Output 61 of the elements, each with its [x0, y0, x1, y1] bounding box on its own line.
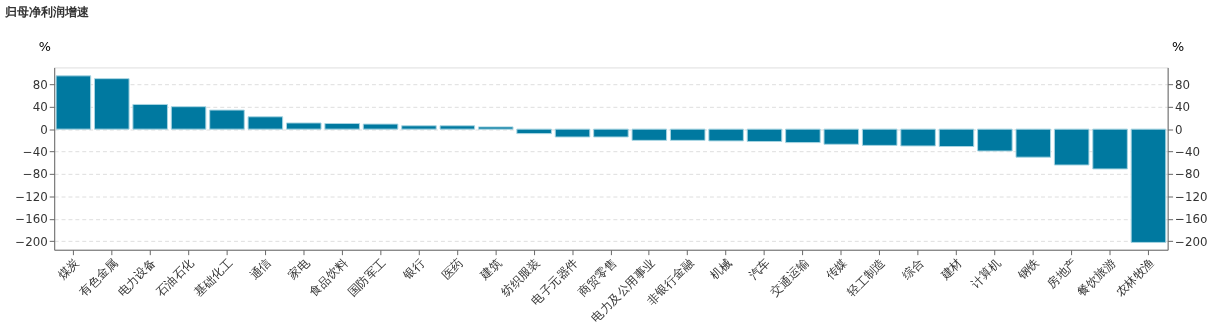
y-tick-label: 40 [32, 100, 48, 115]
y-tick-label: −40 [22, 145, 48, 159]
bar [1092, 128, 1128, 170]
bar [439, 125, 476, 130]
bar [900, 128, 936, 147]
bar [938, 128, 975, 148]
x-tick-label: 医药 [438, 255, 466, 283]
x-tick-label: 通信 [246, 255, 274, 283]
x-tick-label: 煤炭 [54, 255, 82, 283]
y-axis-title: % [38, 39, 51, 55]
bar [669, 128, 706, 141]
bar [170, 106, 207, 130]
bar [247, 116, 284, 130]
x-tick-label: 汽车 [746, 255, 773, 283]
x-tick-label: 家电 [285, 255, 313, 283]
bar [1015, 128, 1052, 158]
x-tick-label: 综合 [899, 255, 927, 283]
y2-tick-label: −200 [1175, 234, 1208, 249]
bar [285, 122, 322, 130]
bar [516, 128, 552, 135]
bar [132, 103, 168, 130]
y-tick-label: −160 [15, 212, 48, 227]
bar [401, 125, 437, 130]
x-tick-label: 钢铁 [1014, 255, 1042, 284]
y2-tick-label: −80 [1175, 167, 1200, 182]
bar [554, 128, 591, 138]
y-tick-label: −80 [22, 167, 48, 182]
y2-tick-label: −120 [1175, 189, 1208, 204]
x-tick-label: 银行 [399, 255, 428, 284]
bar [708, 128, 744, 142]
y2-tick-label: 80 [1175, 77, 1191, 92]
y2-tick-label: −160 [1175, 212, 1208, 227]
bar [477, 126, 514, 130]
bar [823, 128, 860, 145]
bar [324, 123, 360, 130]
bar [785, 128, 821, 144]
x-tick-label: 计算机 [967, 255, 1004, 291]
bar [1130, 128, 1167, 243]
x-tick-label: 机械 [707, 255, 735, 283]
bar [977, 128, 1013, 152]
y2-tick-label: −40 [1175, 145, 1200, 159]
chart-title: 归母净利润增速 [3, 5, 90, 20]
bar [209, 109, 245, 130]
bar [1053, 128, 1090, 166]
bar [861, 128, 898, 146]
bar [593, 128, 629, 138]
bar [55, 75, 92, 130]
y-tick-label: 0 [40, 122, 48, 137]
y2-tick-label: 0 [1175, 122, 1183, 137]
y-tick-label: −200 [15, 234, 48, 249]
bar [631, 128, 668, 141]
bar [746, 128, 783, 142]
y-tick-label: −120 [15, 189, 48, 204]
bar [94, 78, 130, 130]
y2-tick-label: 40 [1175, 100, 1191, 115]
x-tick-label: 建材 [937, 255, 965, 284]
bar [362, 123, 399, 130]
x-tick-label: 建筑 [476, 255, 505, 284]
x-tick-label: 传媒 [822, 255, 850, 283]
y-tick-label: 80 [32, 77, 48, 92]
y2-axis-title: % [1171, 39, 1185, 55]
